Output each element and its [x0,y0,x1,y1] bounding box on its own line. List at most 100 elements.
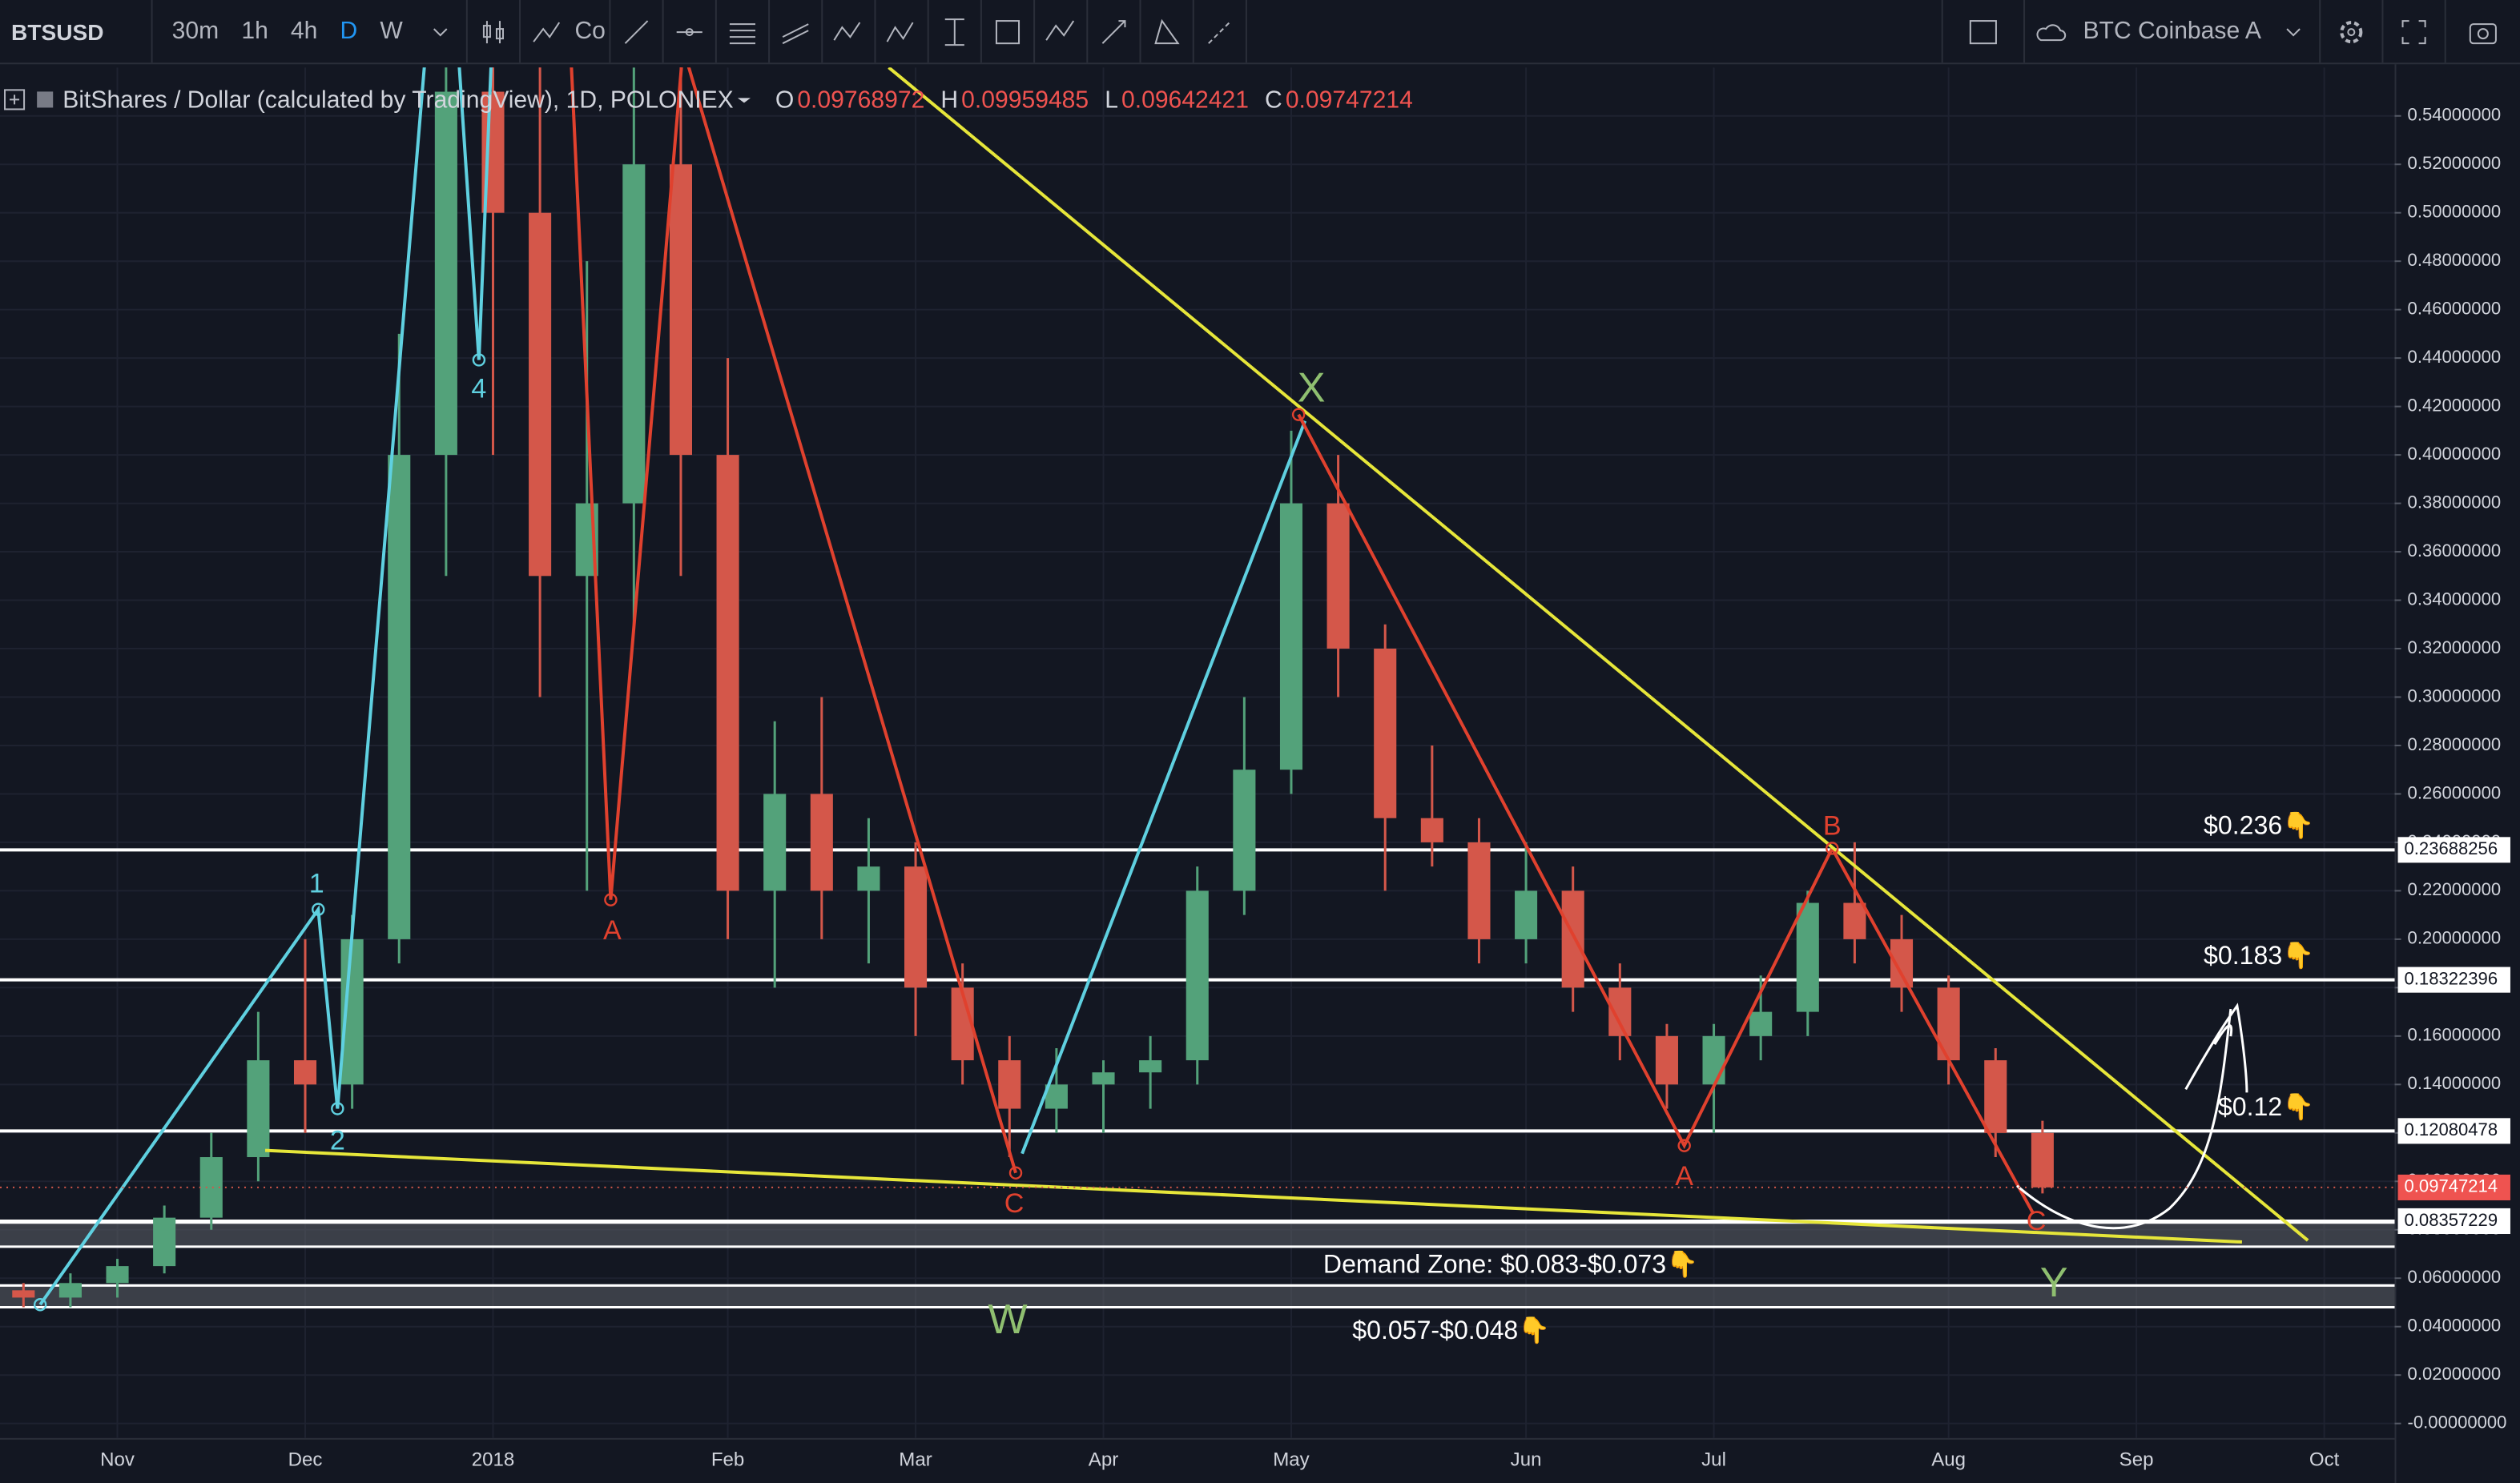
time-axis-border [0,1437,2395,1440]
y-tick-label: -0.00000000 [2408,1413,2507,1433]
wave-label: 1 [309,869,324,899]
price-tag [2397,1174,2510,1200]
pivot [1677,1139,1691,1152]
ohlc-value: 0.09747214 [1285,86,1413,114]
dropdown-icon[interactable] [2276,14,2311,49]
ohlc-key: O [775,86,795,114]
y-tick-label: 0.44000000 [2408,347,2502,367]
wave-line [457,67,493,360]
pivot [604,893,618,906]
y-tick-label: 0.20000000 [2408,928,2502,948]
candle-body [998,1060,1021,1109]
y-tick-label: 0.16000000 [2408,1025,2502,1045]
symbol-description[interactable]: BitShares / Dollar (calculated by Tradin… [62,86,734,114]
tool-icon[interactable] [778,14,813,49]
toolbar: BTSUSD 30m 1h 4h D W Co BTC Coinbase A [0,0,2520,65]
pivot [331,1102,344,1115]
x-tick-label: Apr [1089,1449,1118,1470]
candle-body [669,164,693,456]
candle-body [763,794,787,891]
tool-icon[interactable] [989,14,1025,49]
candle-body [904,866,928,988]
layout-name[interactable]: BTC Coinbase A [2083,18,2261,46]
tool-icon[interactable] [1149,14,1184,49]
layout-icon[interactable] [1966,14,2001,49]
price-tag-label: 0.09747214 [2405,1176,2498,1196]
separator [465,0,468,63]
tool-icon[interactable] [1202,14,1237,49]
interval[interactable]: W [380,18,403,46]
wave-label: A [603,915,622,946]
symbol[interactable]: BTSUSD [11,18,104,45]
candle-body [388,455,411,939]
candle-body [622,164,646,504]
candle-body [58,1283,82,1298]
compare[interactable]: Co [574,18,606,46]
expand-icon[interactable] [3,88,26,111]
level-note: $0.236👇 [2204,811,2314,842]
x-tick-label: Mar [899,1449,932,1470]
tool-icon[interactable] [671,14,706,49]
y-tick-label: 0.14000000 [2408,1073,2502,1093]
interval[interactable]: D [340,18,358,46]
y-tick-label: 0.28000000 [2408,734,2502,754]
snapshot-icon[interactable] [2466,14,2501,49]
settings-icon[interactable] [2333,14,2369,49]
indicators-icon[interactable] [528,14,563,49]
price-tag-label: 0.18322396 [2405,968,2498,988]
separator [2444,0,2446,63]
separator [980,0,982,63]
trend-line [888,67,2309,1242]
fullscreen-icon[interactable] [2397,14,2432,49]
projection-arrow [2016,1003,2248,1230]
zone-label: $0.057-$0.048👇 [1352,1316,1550,1346]
candles-icon[interactable] [475,14,510,49]
tool-icon[interactable] [618,14,654,49]
interval[interactable]: 1h [241,18,268,46]
x-tick-label: Jun [1511,1449,1542,1470]
legend: BitShares / Dollar (calculated by Tradin… [0,83,1413,115]
wave-label: 4 [471,374,486,404]
tool-icon[interactable] [831,14,866,49]
ohlc-value: 0.09959485 [961,86,1089,114]
x-tick-label: May [1273,1449,1309,1470]
wave-line [1020,420,1307,1155]
separator [1192,0,1194,63]
separator [2319,0,2321,63]
dropdown-icon[interactable] [734,88,756,111]
tool-icon[interactable] [884,14,919,49]
tool-icon[interactable] [1043,14,1078,49]
price-axis-border [2394,64,2397,1483]
interval[interactable]: 30m [171,18,219,46]
level-note: $0.12👇 [2218,1092,2314,1123]
dropdown-icon[interactable] [422,14,457,49]
price-tag-label: 0.08357229 [2405,1210,2498,1230]
y-tick-label: 0.30000000 [2408,685,2502,705]
candle-body [1279,503,1303,770]
level-note: $0.183👇 [2204,941,2314,971]
y-tick-label: 0.26000000 [2408,782,2502,802]
separator [1245,0,1247,63]
demand-zone [0,1222,2395,1247]
price-tag [2397,837,2510,863]
y-tick-label: 0.32000000 [2408,637,2502,657]
candle-body [1186,890,1209,1061]
separator [1085,0,1088,63]
cloud-icon[interactable] [2033,14,2068,49]
candle-body [1374,649,1397,818]
interval[interactable]: 4h [290,18,318,46]
candle-body [1233,770,1256,891]
x-tick-label: Dec [288,1449,323,1470]
x-tick-label: Aug [1931,1449,1966,1470]
tool-icon[interactable] [724,14,759,49]
y-tick-label: 0.34000000 [2408,589,2502,609]
candle-body [293,1060,317,1085]
separator [2381,0,2384,63]
x-tick-label: Nov [100,1449,135,1470]
separator [518,0,521,63]
tool-icon[interactable] [1096,14,1131,49]
price-tag [2397,1118,2510,1144]
tool-icon[interactable] [936,14,972,49]
price-tag [2397,1208,2510,1235]
